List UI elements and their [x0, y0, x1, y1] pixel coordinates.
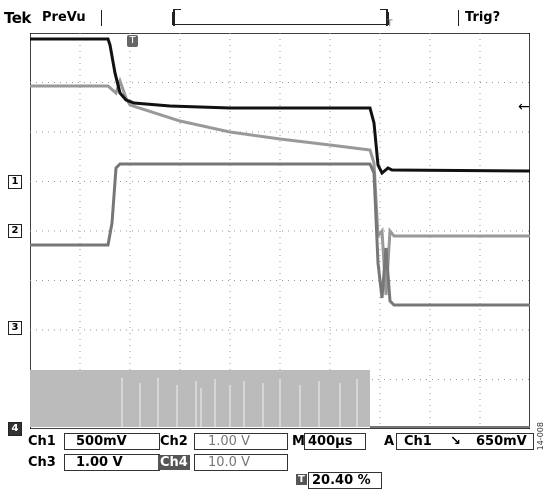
ch3-marker[interactable]: 3 — [8, 321, 22, 335]
divider — [101, 10, 102, 26]
ch1-marker[interactable]: 1 — [8, 175, 22, 189]
trigger-prefix: A — [384, 434, 395, 449]
divider — [458, 10, 459, 26]
ch3-label: Ch3 — [28, 455, 56, 470]
status-bar: Tek PreVu T Trig? — [0, 0, 546, 32]
ch2-scale: 1.00 V — [208, 434, 250, 449]
ch4-label: Ch4 — [158, 455, 190, 470]
ch2-label: Ch2 — [160, 434, 188, 449]
ch4-scale-box — [194, 454, 288, 471]
ch1-scale: 500mV — [76, 434, 127, 449]
timebase-box — [304, 433, 366, 450]
trigger-position-cursor: T — [387, 19, 393, 29]
trigger-level: 650mV — [476, 434, 527, 449]
ch1-scale-box — [64, 433, 160, 450]
trigger-source: Ch1 — [404, 434, 432, 449]
trigger-box — [396, 433, 534, 450]
ch2-trace — [30, 76, 530, 296]
figure-code: 14-008 — [536, 422, 545, 451]
acquisition-mode: PreVu — [42, 10, 86, 25]
trigger-position-marker: T — [127, 35, 138, 47]
ch3-scale: 1.00 V — [76, 455, 123, 470]
trigger-level-arrow: ← — [518, 99, 530, 115]
ch4-trace — [30, 370, 530, 428]
trigger-status: Trig? — [465, 10, 501, 25]
ch2-marker[interactable]: 2 — [8, 224, 22, 238]
waveform-display — [30, 33, 530, 429]
ch1-label: Ch1 — [28, 434, 56, 449]
ch4-scale: 10.0 V — [208, 455, 250, 470]
brand-logo: Tek — [4, 9, 31, 27]
ch3-trace — [30, 162, 530, 307]
trigger-slope-icon: ↘ — [450, 434, 461, 449]
timebase-prefix: M — [292, 434, 305, 449]
ch2-scale-box — [194, 433, 288, 450]
ch4-marker[interactable]: 4 — [8, 422, 22, 436]
ch1-trace — [30, 37, 530, 176]
trigger-pos-marker: T — [296, 474, 307, 485]
record-length-bar: T — [172, 9, 393, 29]
trigger-position: 20.40 % — [312, 473, 371, 488]
timebase: 400μs — [308, 434, 353, 449]
